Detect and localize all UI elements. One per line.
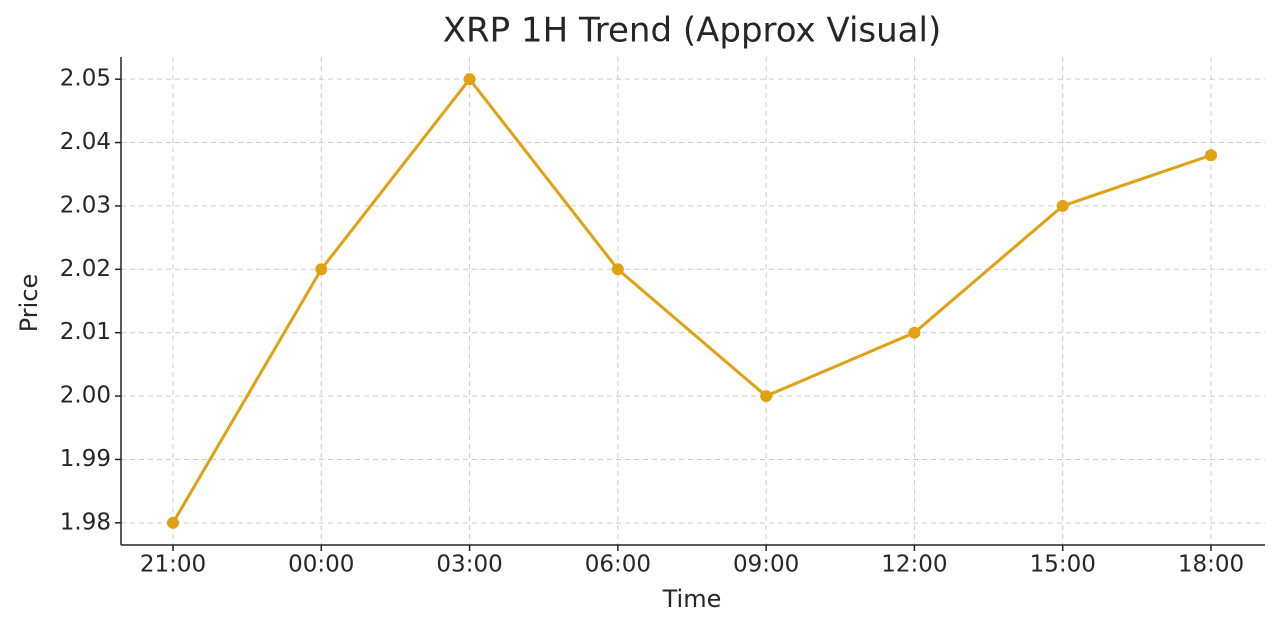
series-line	[171, 76, 1212, 524]
data-point	[1205, 149, 1217, 162]
x-tick-label: 09:00	[733, 552, 799, 578]
data-point	[1056, 199, 1069, 212]
x-axis-label: Time	[662, 585, 722, 613]
data-point	[463, 73, 476, 86]
x-tick-label: 03:00	[436, 552, 502, 578]
y-tick-label: 2.01	[60, 319, 111, 345]
y-tick-label: 1.99	[60, 446, 111, 472]
y-tick-label: 2.03	[60, 192, 111, 218]
x-tick-label: 00:00	[288, 552, 354, 578]
x-tick-label: 18:00	[1178, 552, 1244, 578]
x-tick-label: 21:00	[140, 552, 206, 578]
x-tick-label: 15:00	[1030, 552, 1096, 578]
data-point	[315, 263, 328, 276]
chart-title: XRP 1H Trend (Approx Visual)	[443, 11, 941, 51]
x-tick-label: 06:00	[585, 552, 651, 578]
data-point	[167, 516, 179, 529]
data-point	[760, 390, 773, 403]
y-axis-label: Price	[15, 274, 43, 333]
y-tick-label: 1.98	[60, 509, 111, 535]
y-tick-label: 2.04	[60, 129, 111, 155]
data-point	[611, 263, 624, 276]
y-tick-label: 2.00	[60, 383, 111, 409]
y-tick-label: 2.05	[60, 66, 111, 92]
data-point	[908, 326, 921, 339]
x-tick-label: 12:00	[881, 552, 947, 578]
y-tick-label: 2.02	[60, 256, 111, 282]
